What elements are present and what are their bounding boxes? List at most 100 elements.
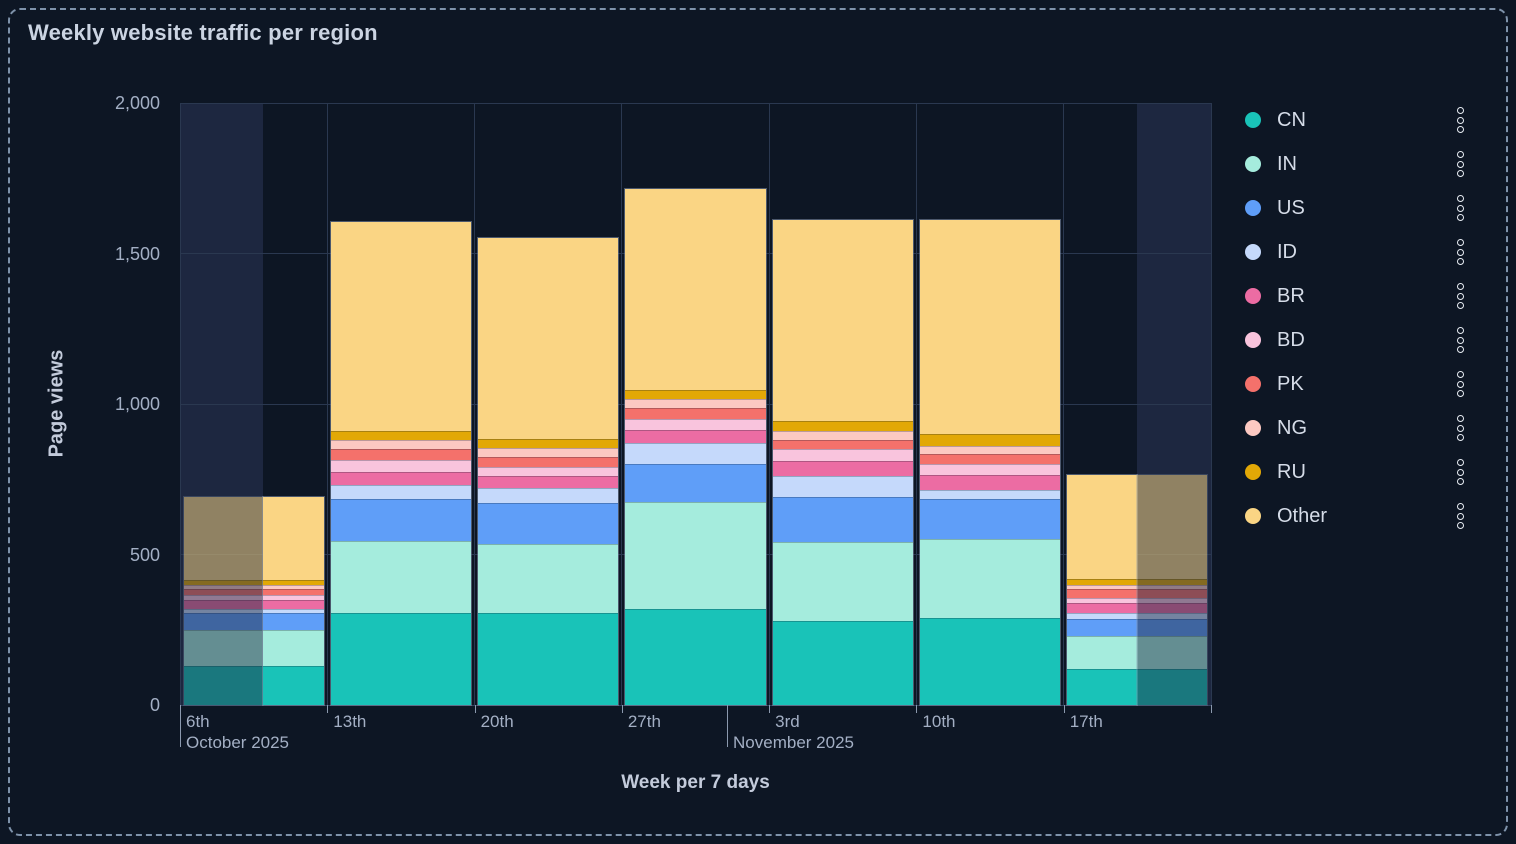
bar-segment-ng[interactable]	[183, 584, 264, 590]
bar-segment-in[interactable]	[772, 542, 913, 621]
legend-menu-kebab-icon[interactable]	[1453, 234, 1468, 270]
bar-segment-us[interactable]	[478, 503, 619, 544]
legend-item-br[interactable]: BR	[1236, 274, 1472, 318]
bar-segment-bd[interactable]	[478, 467, 619, 477]
bar-segment-us[interactable]	[919, 498, 1061, 540]
bar-segment-pk[interactable]	[183, 589, 264, 596]
bar-segment-ru[interactable]	[1067, 578, 1138, 585]
bar-week-17th[interactable]	[1136, 473, 1209, 706]
bar-segment-us[interactable]	[263, 613, 324, 630]
bar-segment-cn[interactable]	[1137, 668, 1208, 705]
bar-segment-other[interactable]	[772, 220, 913, 421]
bar-segment-pk[interactable]	[919, 453, 1061, 465]
bar-segment-pk[interactable]	[330, 449, 472, 460]
bar-segment-pk[interactable]	[625, 408, 766, 419]
bar-segment-pk[interactable]	[263, 589, 324, 596]
bar-segment-us[interactable]	[1137, 619, 1208, 636]
bar-segment-ng[interactable]	[625, 399, 766, 409]
bar-segment-id[interactable]	[625, 443, 766, 465]
bar-segment-br[interactable]	[330, 471, 472, 486]
bar-segment-id[interactable]	[1067, 613, 1138, 620]
bar-segment-br[interactable]	[1137, 602, 1208, 614]
bar-segment-ru[interactable]	[263, 580, 324, 585]
legend-menu-kebab-icon[interactable]	[1453, 498, 1468, 534]
bar-segment-other[interactable]	[1137, 474, 1208, 579]
bar-segment-br[interactable]	[183, 599, 264, 609]
legend-item-id[interactable]: ID	[1236, 230, 1472, 274]
bar-week-17th[interactable]	[1066, 473, 1139, 706]
bar-segment-br[interactable]	[1067, 602, 1138, 614]
bar-segment-ng[interactable]	[1067, 584, 1138, 590]
bar-segment-id[interactable]	[478, 488, 619, 504]
bar-segment-bd[interactable]	[1067, 598, 1138, 603]
bar-segment-ru[interactable]	[1137, 578, 1208, 585]
bar-segment-other[interactable]	[330, 221, 472, 432]
bar-segment-ng[interactable]	[919, 446, 1061, 454]
bar-segment-br[interactable]	[919, 474, 1061, 490]
bar-segment-bd[interactable]	[183, 595, 264, 600]
bar-segment-id[interactable]	[772, 476, 913, 498]
legend-menu-kebab-icon[interactable]	[1453, 102, 1468, 138]
legend-menu-kebab-icon[interactable]	[1453, 366, 1468, 402]
bar-week-6th[interactable]	[262, 496, 325, 706]
bar-segment-in[interactable]	[478, 543, 619, 614]
bar-segment-br[interactable]	[478, 476, 619, 489]
bar-segment-br[interactable]	[625, 429, 766, 444]
bar-segment-in[interactable]	[1137, 635, 1208, 669]
legend-menu-kebab-icon[interactable]	[1453, 190, 1468, 226]
bar-segment-other[interactable]	[478, 238, 619, 439]
bar-segment-bd[interactable]	[772, 449, 913, 462]
bar-segment-ng[interactable]	[263, 584, 324, 590]
legend-item-ng[interactable]: NG	[1236, 406, 1472, 450]
legend-menu-kebab-icon[interactable]	[1453, 146, 1468, 182]
bar-segment-in[interactable]	[263, 629, 324, 666]
bar-segment-pk[interactable]	[478, 456, 619, 468]
bar-segment-id[interactable]	[919, 489, 1061, 499]
bar-segment-us[interactable]	[625, 464, 766, 502]
bar-segment-other[interactable]	[183, 497, 264, 581]
legend-menu-kebab-icon[interactable]	[1453, 410, 1468, 446]
bar-segment-us[interactable]	[1067, 619, 1138, 636]
bar-segment-in[interactable]	[183, 629, 264, 666]
bar-week-10th[interactable]	[918, 219, 1062, 706]
bar-segment-cn[interactable]	[478, 613, 619, 705]
bar-segment-ng[interactable]	[330, 440, 472, 450]
bar-segment-ru[interactable]	[183, 580, 264, 585]
bar-segment-cn[interactable]	[625, 608, 766, 705]
bar-segment-other[interactable]	[263, 497, 324, 581]
bar-segment-in[interactable]	[330, 540, 472, 614]
bar-segment-us[interactable]	[772, 497, 913, 543]
bar-segment-ru[interactable]	[330, 431, 472, 441]
bar-segment-cn[interactable]	[263, 665, 324, 705]
bar-week-13th[interactable]	[329, 220, 473, 706]
bar-segment-ng[interactable]	[478, 447, 619, 457]
bar-week-20th[interactable]	[477, 237, 620, 706]
legend-item-other[interactable]: Other	[1236, 494, 1472, 538]
bar-segment-other[interactable]	[1067, 474, 1138, 579]
bar-segment-cn[interactable]	[330, 613, 472, 705]
bar-segment-pk[interactable]	[1067, 589, 1138, 599]
bar-segment-cn[interactable]	[772, 620, 913, 705]
bar-segment-ru[interactable]	[478, 438, 619, 448]
bar-segment-cn[interactable]	[183, 665, 264, 705]
bar-segment-ru[interactable]	[772, 420, 913, 432]
bar-segment-cn[interactable]	[919, 617, 1061, 705]
legend-item-bd[interactable]: BD	[1236, 318, 1472, 362]
bar-segment-other[interactable]	[625, 188, 766, 391]
bar-segment-in[interactable]	[1067, 635, 1138, 669]
bar-segment-bd[interactable]	[625, 419, 766, 430]
bar-segment-id[interactable]	[263, 608, 324, 614]
bar-segment-pk[interactable]	[1137, 589, 1208, 599]
bar-segment-ng[interactable]	[1137, 584, 1208, 590]
bar-segment-br[interactable]	[263, 599, 324, 609]
bar-segment-id[interactable]	[183, 608, 264, 614]
bar-segment-ru[interactable]	[625, 390, 766, 400]
bar-week-6th[interactable]	[182, 496, 265, 706]
bar-segment-other[interactable]	[919, 220, 1061, 435]
bar-segment-bd[interactable]	[919, 464, 1061, 475]
legend-item-ru[interactable]: RU	[1236, 450, 1472, 494]
bar-segment-ng[interactable]	[772, 431, 913, 441]
bar-segment-pk[interactable]	[772, 440, 913, 450]
bar-segment-bd[interactable]	[330, 459, 472, 472]
bar-week-3rd[interactable]	[771, 219, 914, 706]
